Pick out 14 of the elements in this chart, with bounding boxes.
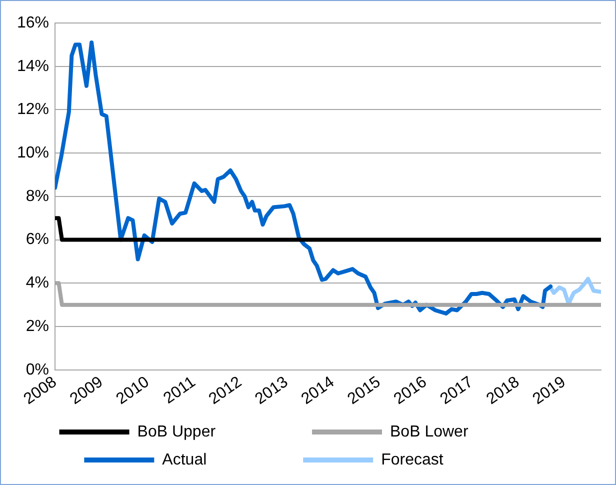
y-tick-label: 14% <box>16 58 50 75</box>
legend-label: Forecast <box>381 451 528 468</box>
y-tick-label: 10% <box>16 144 50 162</box>
legend-label: Actual <box>162 451 292 468</box>
y-tick-label: 6% <box>26 231 50 248</box>
x-tick-label: 2011 <box>160 374 199 408</box>
y-tick-label: 12% <box>16 101 50 118</box>
y-tick-label: 8% <box>26 188 50 205</box>
y-tick-label: 4% <box>26 274 50 292</box>
legend-label: BoB Upper <box>137 423 300 440</box>
y-tick-label: 2% <box>26 318 50 335</box>
legend-label: BoB Lower <box>390 423 553 440</box>
y-tick-label: 16% <box>16 14 50 32</box>
y-tick-label: 0% <box>26 361 50 378</box>
